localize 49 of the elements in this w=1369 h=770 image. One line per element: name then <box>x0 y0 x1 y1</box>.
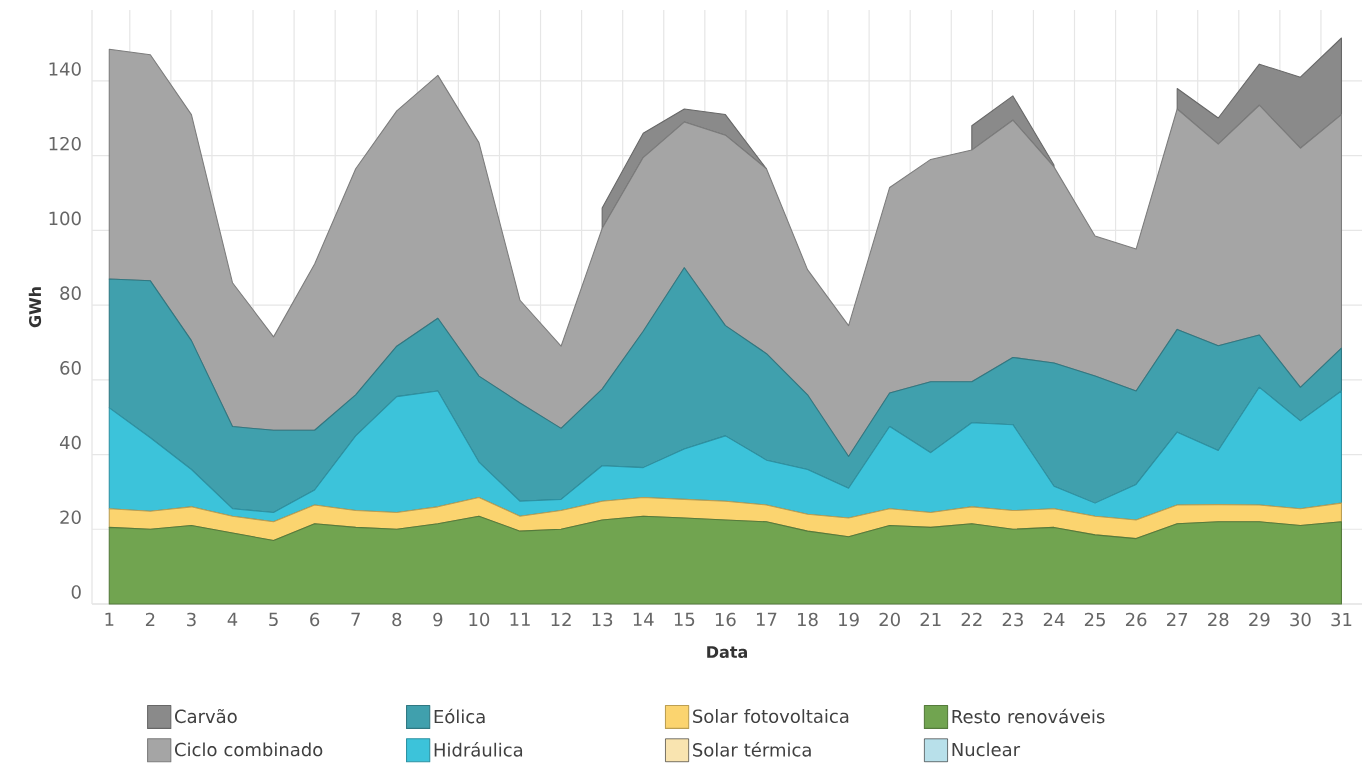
x-tick-label: 29 <box>1249 612 1270 627</box>
x-tick-label: 8 <box>392 612 402 627</box>
x-tick-label: 4 <box>227 612 238 626</box>
y-tick-label: 80 <box>60 286 81 300</box>
x-tick-label: 26 <box>1125 612 1147 627</box>
x-tick-label: 15 <box>674 612 695 627</box>
x-tick-label: 22 <box>961 612 982 627</box>
y-tick-label: 20 <box>60 510 81 525</box>
x-tick-label: 19 <box>839 612 859 627</box>
x-tick-label: 9 <box>433 612 443 627</box>
legend-label: Solar fotovoltaica <box>693 709 849 724</box>
y-axis-title: GWh <box>28 287 42 328</box>
x-tick-label: 12 <box>551 612 571 627</box>
legend-label: Hidráulica <box>434 742 523 757</box>
x-tick-label: 21 <box>920 612 941 627</box>
x-tick-label: 20 <box>879 612 900 627</box>
x-tick-label: 30 <box>1290 612 1311 627</box>
y-tick-label: 100 <box>49 211 81 226</box>
x-tick-label: 1 <box>105 612 114 626</box>
x-tick-label: 2 <box>145 612 155 627</box>
x-tick-label: 23 <box>1002 612 1023 627</box>
x-axis-title: Data <box>707 646 748 659</box>
x-tick-label: 5 <box>269 612 278 627</box>
legend-label: Carvão <box>175 708 237 724</box>
legend-label: Resto renováveis <box>952 708 1105 724</box>
x-tick-label: 31 <box>1331 612 1352 627</box>
x-tick-label: 16 <box>715 612 736 627</box>
x-tick-label: 24 <box>1043 612 1065 627</box>
legend-label: Nuclear <box>952 742 1021 757</box>
x-tick-label: 7 <box>351 612 360 626</box>
x-tick-label: 11 <box>510 612 530 626</box>
x-tick-label: 14 <box>633 612 654 626</box>
x-tick-label: 10 <box>469 612 490 627</box>
x-tick-label: 17 <box>756 612 777 626</box>
y-tick-label: 60 <box>60 361 81 375</box>
x-tick-label: 6 <box>310 612 320 627</box>
x-tick-label: 13 <box>592 612 613 627</box>
y-tick-label: 140 <box>49 62 81 76</box>
y-tick-label: 120 <box>49 136 81 151</box>
x-tick-label: 27 <box>1167 612 1188 627</box>
x-tick-label: 3 <box>187 612 196 627</box>
legend-label: Eólica <box>434 708 485 724</box>
x-tick-label: 18 <box>798 612 818 627</box>
legend-label: Ciclo combinado <box>175 742 323 757</box>
legend-label: Solar térmica <box>693 742 811 757</box>
y-tick-label: 40 <box>59 435 81 450</box>
x-tick-label: 28 <box>1208 612 1229 627</box>
x-tick-label: 25 <box>1084 612 1105 627</box>
y-tick-label: 0 <box>71 585 81 599</box>
